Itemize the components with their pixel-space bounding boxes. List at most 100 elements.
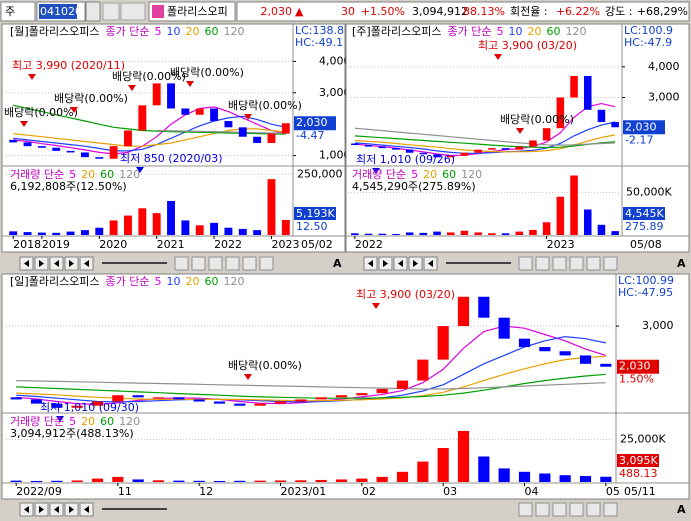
name-icon [152,5,164,18]
annotation: 최저 1,010 (09/30) [40,401,139,414]
candle-body [210,108,219,122]
volume-bar [433,231,441,235]
legend-entry: 120 [566,25,587,38]
nav-icon [24,506,29,513]
candle-body [351,143,359,146]
volume-bar [23,232,32,235]
annotation: 최저 850 (2020/03) [120,152,223,165]
candle-body [132,395,144,398]
tool-icon[interactable] [586,256,601,271]
strength-label: 강도 : [605,5,632,18]
tool-icon[interactable] [174,256,189,271]
volume-bar [611,231,619,235]
tool-icon[interactable] [603,256,618,271]
price-pct: 1.50% [619,373,654,386]
volume-legend: 60 [100,168,114,181]
legend-entry: 60 [205,25,219,38]
volume-bar [10,480,22,482]
tool-icon[interactable] [208,256,223,271]
y-tick-label: 4,000 [648,60,680,73]
nav-icon [54,506,59,513]
volume-bar [457,431,470,482]
volume-legend: 60 [442,168,456,181]
y-tick-label: 50,000K [626,186,672,199]
nav-icon [39,506,44,513]
candle-body [498,317,510,339]
tool-icon[interactable] [225,256,240,271]
candle-body [66,150,75,153]
search-button[interactable] [102,2,120,21]
volume-bar [539,473,551,482]
candle-body [112,395,124,402]
candle-body [460,152,469,156]
candle-body [10,397,22,400]
candle-body [138,105,147,131]
volume-box [623,207,665,220]
moving-average [354,135,616,149]
volume-bar [195,225,204,235]
candle-body [213,401,226,404]
tool-icon[interactable] [552,256,567,271]
nav-label[interactable]: A [677,257,686,270]
candle-body [529,140,537,147]
x-tick-label: 2019 [42,238,70,251]
nav-label[interactable]: A [677,503,686,516]
candle-body [392,148,400,150]
candle-body [193,399,205,402]
candle-body [51,403,63,408]
volume-bar [295,480,307,482]
nav-icon [69,506,74,513]
tool-icon[interactable] [552,502,567,517]
quote-box [236,1,690,22]
volume-bar [529,229,537,235]
x-tick-label: 2022 [214,238,242,251]
price-pct: -2.17 [625,133,653,146]
volume-bar [51,480,63,482]
moving-average [16,335,606,403]
candle-body [542,128,551,141]
volume-bar [579,476,592,482]
nav-label[interactable]: A [333,257,342,270]
price-pct: -4.47 [296,129,324,142]
market-select[interactable] [0,1,36,22]
tool-icon[interactable] [518,502,533,517]
candle-body [419,152,428,155]
sound-button[interactable] [120,2,146,21]
code-dropdown[interactable] [85,1,101,22]
tool-icon[interactable] [259,256,274,271]
legend-entry: 60 [547,25,561,38]
candle-body [109,146,118,159]
candle-body [315,397,327,400]
tool-icon[interactable] [569,502,584,517]
code: 041020 [40,5,82,18]
volume-bar [376,476,388,482]
tool-icon[interactable] [191,256,206,271]
chart-title: [주]폴라리스오피스 [352,25,442,38]
tool-icon[interactable] [535,502,550,517]
x-tick-label: 04 [525,485,539,498]
x-tick-label: 2022 [355,238,383,251]
toolbar: 주 041020 폴라리스오피 2,030 ▲ 30 +1.50% 3,094,… [0,1,690,22]
tool-icon[interactable] [242,256,257,271]
tool-icon[interactable] [518,256,533,271]
volume-bar [274,480,287,482]
annotation-arrow [70,107,78,113]
tool-icon[interactable] [569,256,584,271]
volume-bar [173,480,185,482]
tool-icon[interactable] [586,502,601,517]
volume: 3,094,912 [412,5,468,18]
x-tick-label: 03 [443,485,457,498]
tool-icon[interactable] [535,256,550,271]
annotation-arrow [136,167,144,173]
candle-body [80,152,89,158]
volume-legend: 120 [119,415,140,428]
volume-bar [37,232,46,235]
volume-bar [213,480,226,482]
price-label: 종가 단순 [106,275,150,288]
tool-icon[interactable] [603,502,618,517]
price-box [623,120,665,135]
y-tick-label: 3,000 [648,91,680,104]
x-tick-label: 2023/01 [281,485,327,498]
volume-bar [253,230,262,235]
candle-body [518,338,531,348]
